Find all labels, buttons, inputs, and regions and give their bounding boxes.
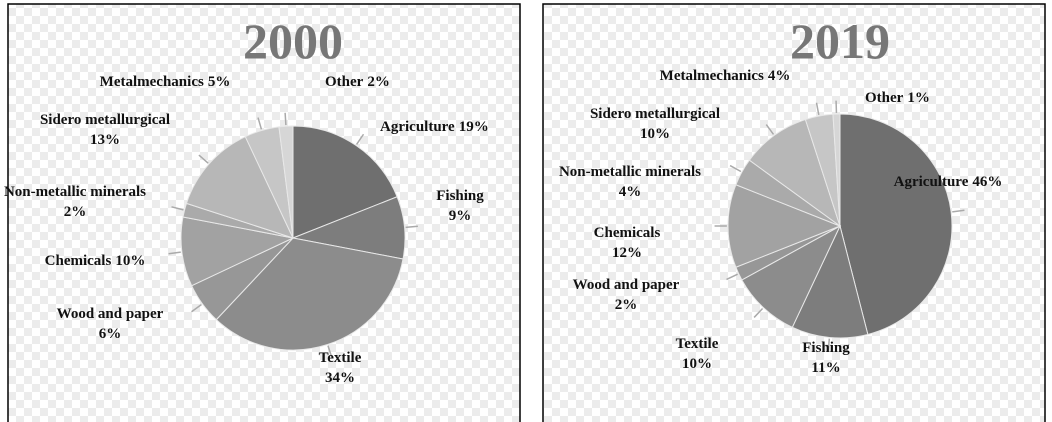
leader-line xyxy=(815,102,820,116)
leader-line xyxy=(753,307,764,318)
data-label: Non-metallic minerals 4% xyxy=(559,164,701,200)
leader-line xyxy=(257,117,263,130)
data-label: Chemicals 10% xyxy=(45,253,146,269)
leader-line xyxy=(952,209,965,213)
category-label: Metalmechanics xyxy=(100,74,204,90)
data-label: Agriculture 19% xyxy=(380,119,489,135)
leader-line xyxy=(198,154,209,164)
chart-title: 2019 xyxy=(790,13,890,69)
data-label: Sidero metallurgical 10% xyxy=(590,106,720,142)
data-label: Wood and paper 2% xyxy=(573,277,680,313)
value-label: 46% xyxy=(972,174,1002,190)
leader-line xyxy=(729,164,742,173)
data-label: Textile 34% xyxy=(319,350,362,386)
value-label: 6% xyxy=(99,326,122,342)
value-label: 2% xyxy=(615,297,638,313)
pie-slice xyxy=(727,184,842,268)
category-label: Textile xyxy=(319,350,362,366)
category-label: Wood and paper xyxy=(57,306,164,322)
value-label: 10% xyxy=(115,253,145,269)
category-label: Metalmechanics xyxy=(660,68,764,84)
category-label: Wood and paper xyxy=(573,277,680,293)
pie-slice xyxy=(839,113,953,336)
pie-slice xyxy=(832,113,841,227)
category-label: Other xyxy=(325,74,364,90)
leader-line xyxy=(327,345,333,358)
category-label: Chemicals xyxy=(594,225,661,241)
value-label: 4% xyxy=(619,184,642,200)
pie-slice xyxy=(215,237,404,351)
data-label: Agriculture 46% xyxy=(894,174,1003,190)
category-label: Non-metallic minerals xyxy=(4,184,146,200)
leader-line xyxy=(765,124,775,135)
pie-slice xyxy=(185,135,294,239)
data-label: Metalmechanics 4% xyxy=(660,68,791,84)
leader-line xyxy=(726,273,738,281)
leader-line xyxy=(827,338,831,351)
data-label: Wood and paper 6% xyxy=(57,306,164,342)
value-label: 11% xyxy=(811,360,840,376)
value-label: 10% xyxy=(682,356,712,372)
leader-line xyxy=(171,206,184,211)
value-label: 1% xyxy=(907,90,930,106)
data-label: Other 1% xyxy=(865,90,930,106)
category-label: Fishing xyxy=(436,188,484,204)
pie-slice xyxy=(791,224,869,339)
leader-line xyxy=(168,251,181,255)
value-label: 13% xyxy=(90,132,120,148)
data-label: Other 2% xyxy=(325,74,390,90)
leader-line xyxy=(355,133,365,145)
value-label: 9% xyxy=(449,208,472,224)
chart-title: 2000 xyxy=(243,13,343,69)
data-label: Metalmechanics 5% xyxy=(100,74,231,90)
value-label: 5% xyxy=(208,74,231,90)
value-label: 12% xyxy=(612,245,642,261)
category-label: Non-metallic minerals xyxy=(559,164,701,180)
value-label: 2% xyxy=(367,74,390,90)
value-label: 19% xyxy=(459,119,489,135)
value-label: 4% xyxy=(768,68,791,84)
pie-slice xyxy=(292,125,398,239)
data-label: Textile 10% xyxy=(676,336,719,372)
pie-slice xyxy=(278,125,294,239)
value-label: 34% xyxy=(325,370,355,386)
category-label: Textile xyxy=(676,336,719,352)
value-label: 10% xyxy=(640,126,670,142)
data-label: Fishing 11% xyxy=(802,340,850,376)
category-label: Sidero metallurgical xyxy=(590,106,720,122)
leader-line xyxy=(191,303,202,313)
data-label: Chemicals 12% xyxy=(594,225,661,261)
data-label: Fishing 9% xyxy=(436,188,484,224)
category-label: Agriculture xyxy=(894,174,969,190)
category-label: Other xyxy=(865,90,904,106)
category-label: Chemicals xyxy=(45,253,112,269)
category-label: Fishing xyxy=(802,340,850,356)
leader-line xyxy=(284,112,287,126)
data-label: Sidero metallurgical 13% xyxy=(40,112,170,148)
leader-line xyxy=(405,225,418,229)
category-label: Agriculture xyxy=(380,119,455,135)
value-label: 2% xyxy=(64,204,87,220)
data-label: Non-metallic minerals 2% xyxy=(4,184,146,220)
category-label: Sidero metallurgical xyxy=(40,112,170,128)
